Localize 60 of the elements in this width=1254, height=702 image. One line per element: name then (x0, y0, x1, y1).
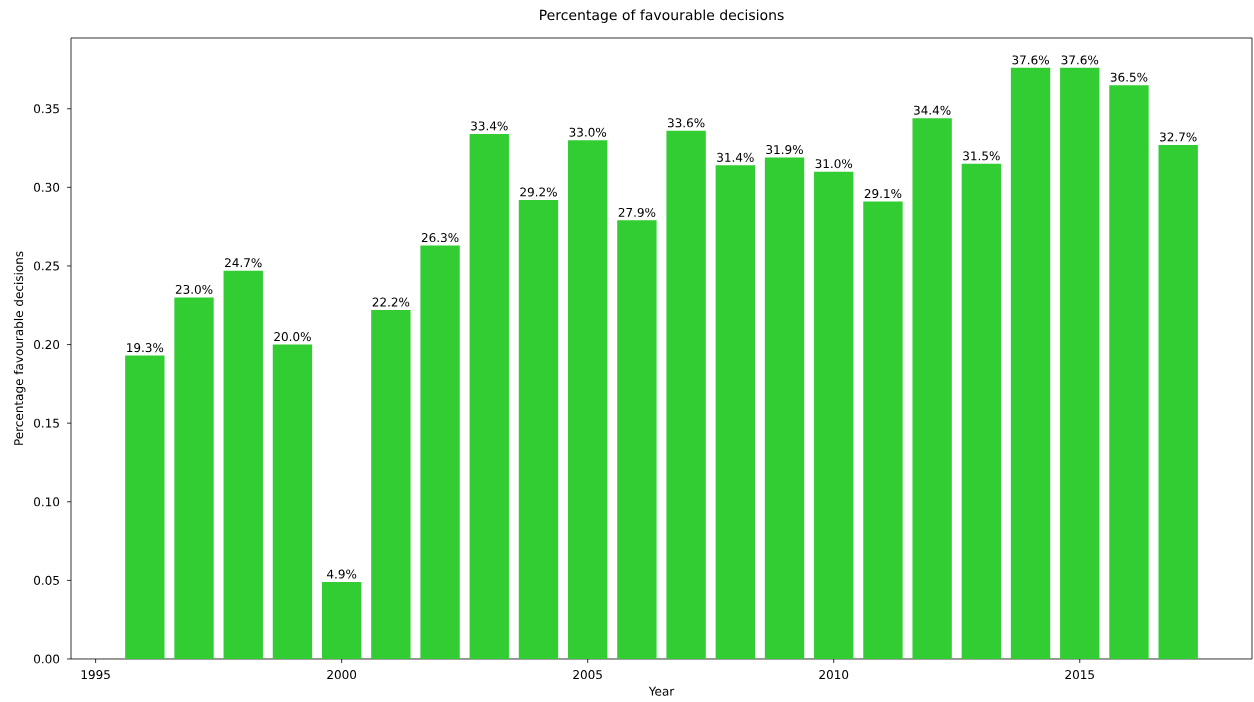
data-label: 31.0% (815, 159, 853, 169)
bar (1109, 85, 1149, 659)
data-label: 29.1% (864, 189, 902, 199)
data-label: 31.4% (717, 152, 754, 162)
data-label: 33.4% (471, 121, 508, 131)
data-label: 4.9% (327, 569, 357, 579)
bar (174, 297, 214, 659)
bar (272, 344, 313, 659)
x-tick-label: 2000 (327, 670, 357, 680)
data-label: 22.2% (372, 297, 410, 307)
data-label: 37.6% (1012, 55, 1049, 65)
data-label: 26.3% (421, 233, 459, 243)
chart-title: Percentage of favourable decisions (540, 9, 784, 23)
bar (1010, 67, 1051, 659)
data-label: 33.6% (667, 118, 705, 128)
data-label: 34.4% (913, 105, 951, 115)
bar (420, 245, 460, 659)
data-label: 23.0% (175, 284, 213, 294)
y-tick-label: 0.25 (34, 261, 59, 271)
y-tick-label: 0.20 (34, 340, 60, 350)
data-label: 37.6% (1061, 55, 1099, 65)
data-label: 31.5% (963, 151, 1000, 161)
bar (125, 355, 165, 659)
bar (863, 201, 903, 659)
bar (912, 118, 952, 659)
data-label: 20.0% (274, 332, 311, 342)
data-label: 32.7% (1160, 132, 1197, 142)
x-tick-label: 2015 (1065, 670, 1094, 680)
bar (469, 133, 509, 659)
y-tick-label: 0.30 (34, 182, 60, 192)
data-label: 33.0% (569, 127, 607, 137)
x-tick-label: 2010 (819, 670, 849, 680)
bar (666, 130, 706, 659)
data-label: 19.3% (127, 343, 164, 353)
bar (518, 199, 559, 659)
data-label: 27.9% (618, 207, 656, 217)
bar (961, 163, 1002, 659)
data-label: 29.2% (520, 187, 557, 197)
x-tick-label: 2005 (573, 670, 602, 680)
y-tick-label: 0.05 (34, 575, 59, 585)
bar (371, 309, 411, 659)
bar (321, 581, 362, 659)
data-label: 36.5% (1110, 72, 1148, 82)
y-tick-label: 0.10 (34, 497, 60, 507)
bar (1060, 67, 1100, 659)
y-tick-label: 0.35 (34, 104, 59, 114)
bar (814, 171, 854, 659)
y-tick-label: 0.15 (34, 418, 59, 428)
bar (715, 165, 755, 659)
x-tick-label: 1995 (81, 670, 110, 680)
y-axis-title: Percentage favourable decisions (13, 251, 26, 445)
bar (568, 140, 608, 659)
data-label: 31.9% (766, 145, 803, 155)
bar (764, 157, 805, 659)
data-label: 24.7% (225, 258, 262, 268)
bar (1158, 144, 1198, 659)
bar (223, 270, 263, 659)
x-axis-title: Year (648, 686, 675, 696)
y-tick-label: 0.00 (34, 654, 60, 664)
bar (617, 220, 657, 659)
